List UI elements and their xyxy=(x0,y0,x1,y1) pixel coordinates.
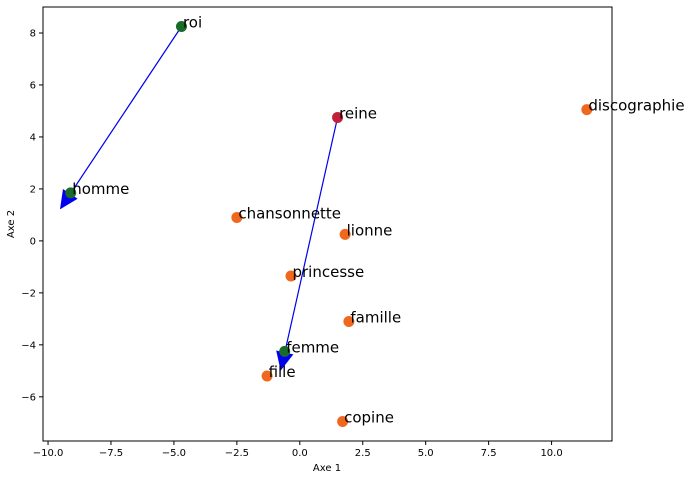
y-tick-label: 6 xyxy=(30,80,36,91)
arrow-shaft xyxy=(284,117,339,354)
data-point xyxy=(581,104,593,116)
data-point xyxy=(65,187,77,199)
points-layer xyxy=(65,20,593,428)
data-point-label: copine xyxy=(344,409,394,427)
plot-frame xyxy=(42,6,613,442)
data-point xyxy=(261,370,273,382)
data-point xyxy=(343,315,355,327)
y-tick-label: −2 xyxy=(21,288,36,299)
y-tick-label: 0 xyxy=(30,236,36,247)
data-point xyxy=(231,212,243,224)
point-labels-layer: roi homme reine femme discographie chansonnet… xyxy=(72,13,684,426)
data-point xyxy=(285,270,297,282)
arrow-shaft xyxy=(69,26,182,195)
data-point-label: homme xyxy=(72,180,129,198)
y-axis: −6 −4 −2 0 2 4 6 8 xyxy=(21,28,43,403)
y-tick-label: 2 xyxy=(30,184,36,195)
data-point xyxy=(332,111,344,123)
data-point-label: fille xyxy=(269,363,296,381)
x-tick-label: −5.0 xyxy=(162,448,186,459)
x-axis-label: Axe 1 xyxy=(313,463,341,474)
x-tick-label: −2.5 xyxy=(225,448,249,459)
y-axis-label: Axe 2 xyxy=(6,210,17,238)
x-tick-label: 2.5 xyxy=(355,448,371,459)
data-point xyxy=(279,345,291,357)
x-tick-label: 5.0 xyxy=(418,448,434,459)
data-point xyxy=(175,20,187,32)
data-point-label: famille xyxy=(350,308,401,326)
y-tick-label: 8 xyxy=(30,28,36,39)
x-tick-label: −7.5 xyxy=(99,448,123,459)
y-tick-label: −4 xyxy=(21,340,36,351)
y-tick-label: −6 xyxy=(21,392,36,403)
data-point-label: reine xyxy=(339,104,377,122)
data-point-label: lionne xyxy=(347,221,393,239)
y-tick-label: 4 xyxy=(30,132,36,143)
x-axis: −10.0 −7.5 −5.0 −2.5 0.0 2.5 5.0 7.5 10.0 xyxy=(33,441,563,459)
arrows-layer xyxy=(59,26,339,371)
data-point xyxy=(339,228,351,240)
x-tick-label: 7.5 xyxy=(481,448,497,459)
data-point-label: chansonnette xyxy=(238,205,341,223)
data-point-label: roi xyxy=(183,13,202,31)
data-point-label: discographie xyxy=(588,97,684,115)
x-tick-label: 10.0 xyxy=(540,448,562,459)
data-point xyxy=(337,416,349,428)
x-tick-label: −10.0 xyxy=(33,448,64,459)
x-tick-label: 0.0 xyxy=(292,448,308,459)
data-point-label: princesse xyxy=(292,263,364,281)
data-point-label: femme xyxy=(286,338,339,356)
